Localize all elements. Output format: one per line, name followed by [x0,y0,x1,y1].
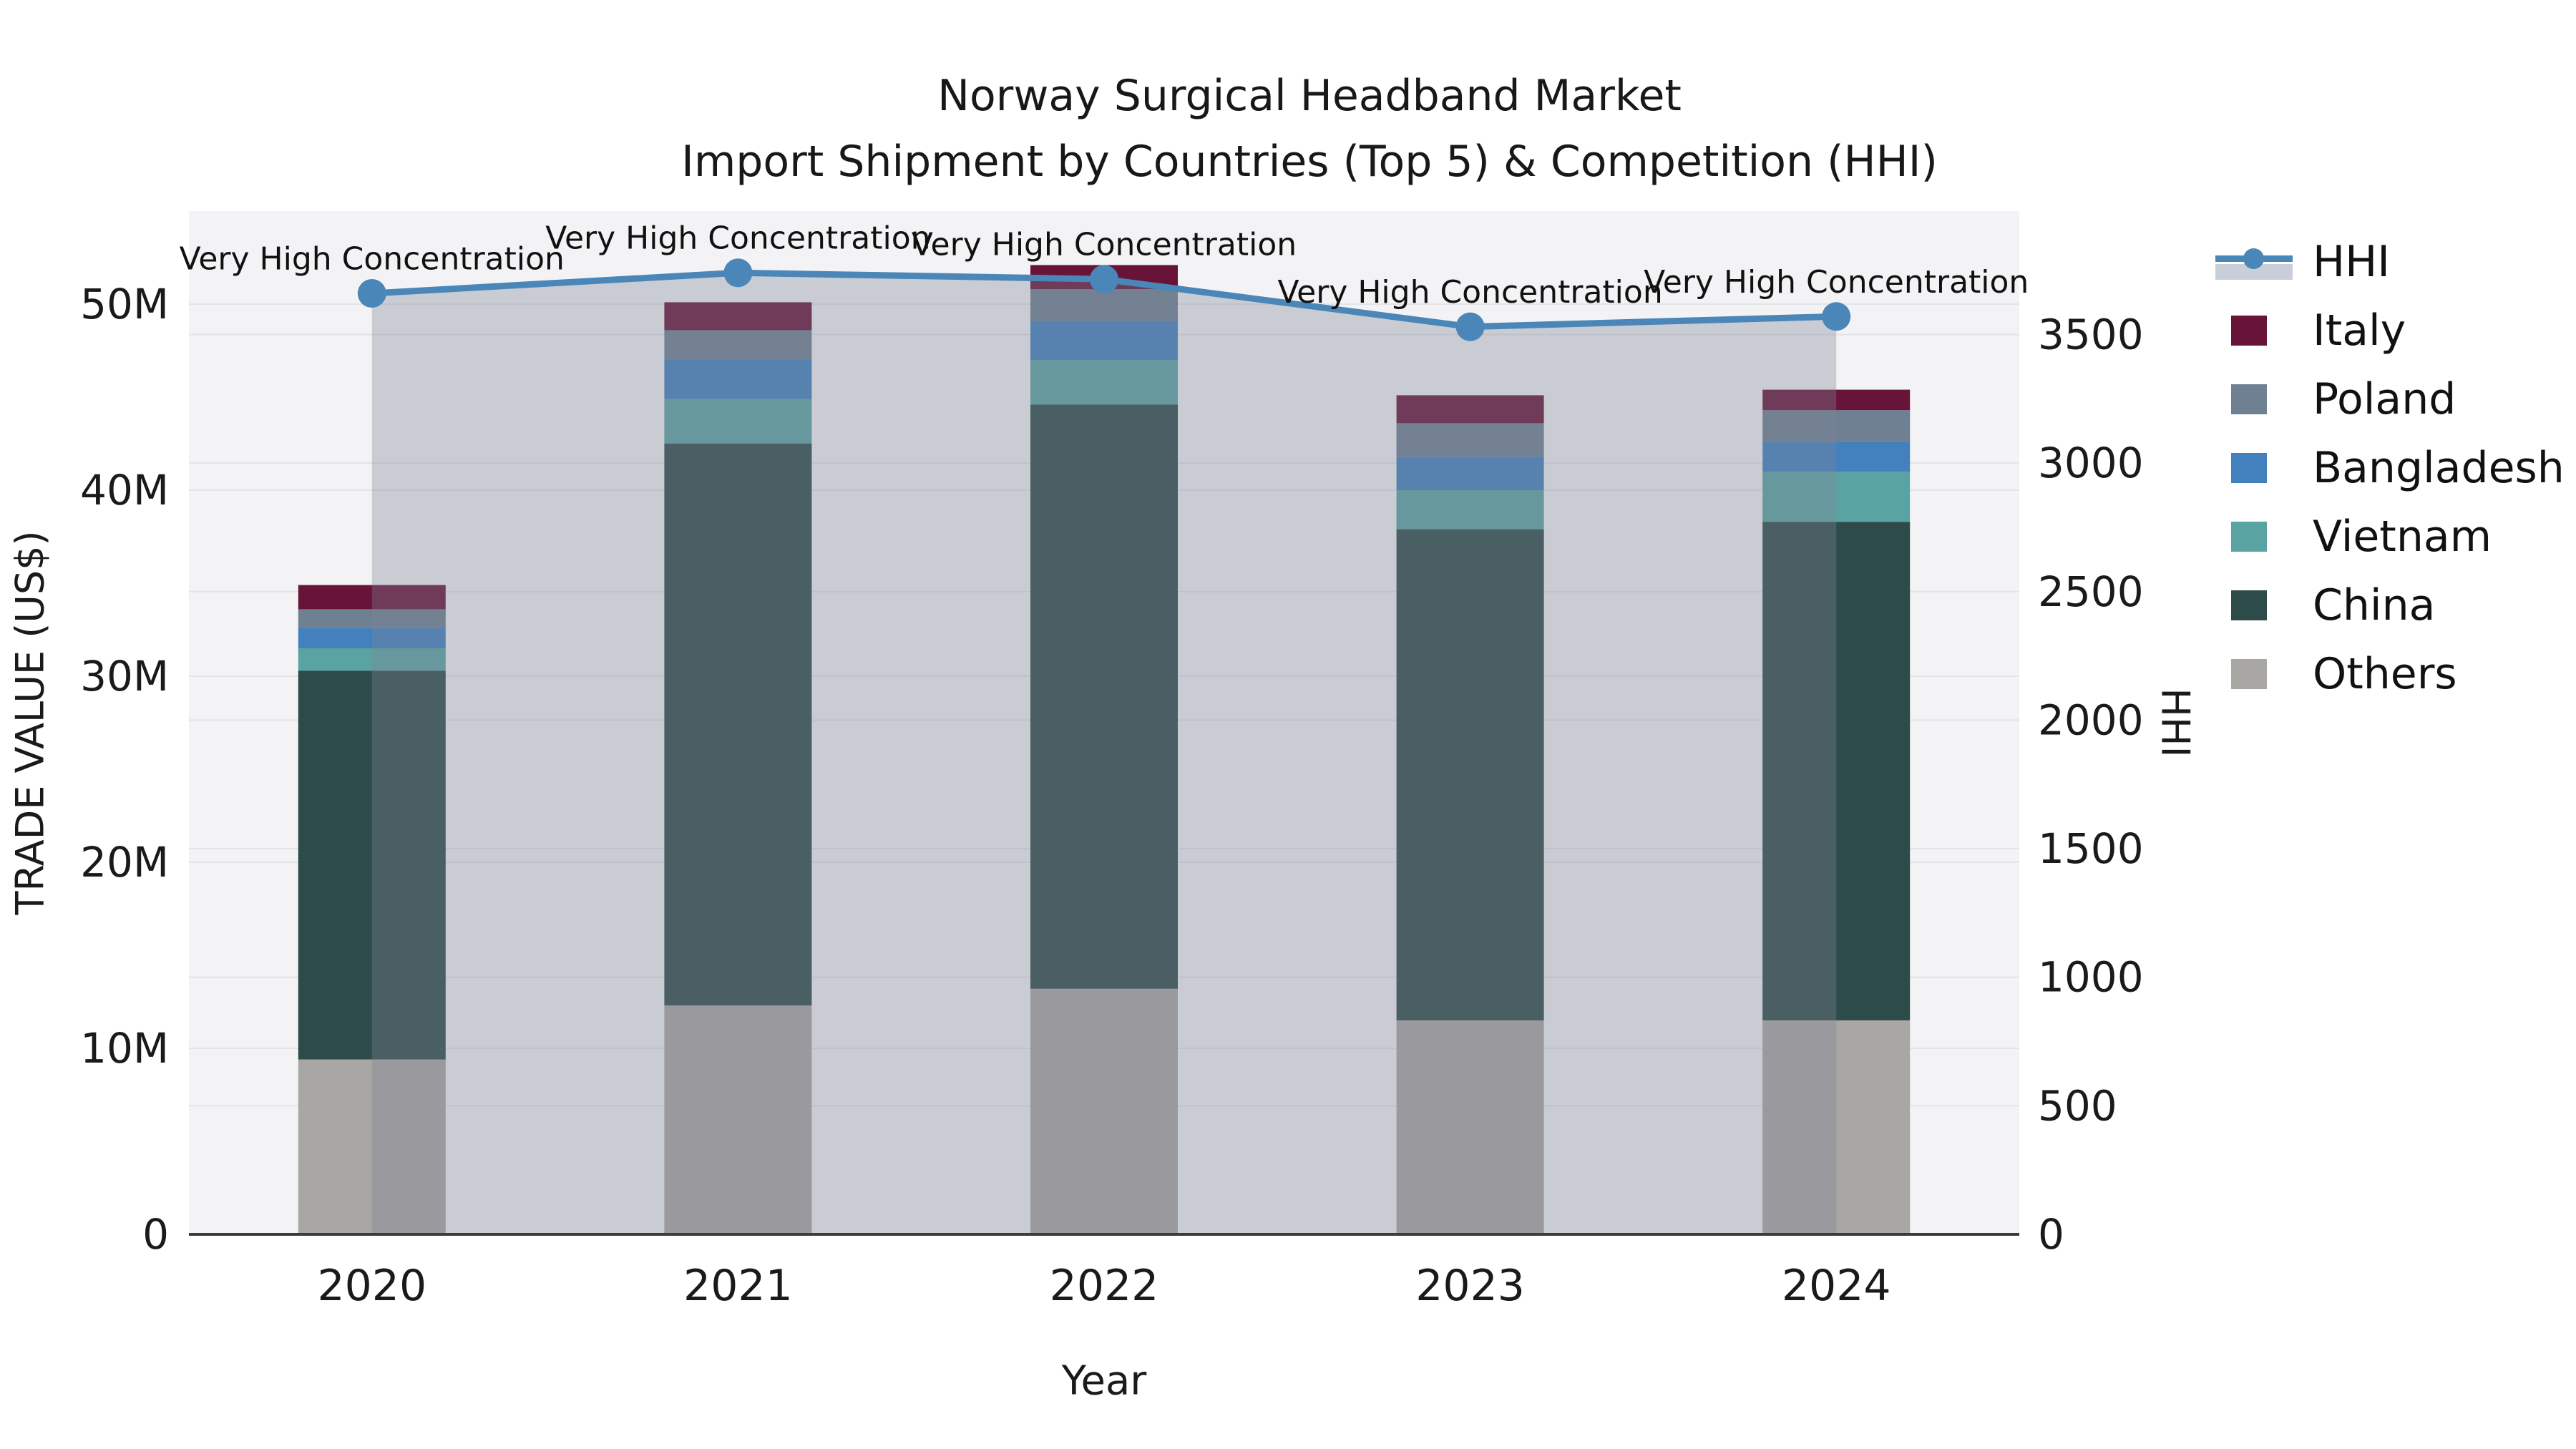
legend-glyph-column [2215,522,2296,552]
hhi-glyph-band [2215,264,2293,280]
x-tick-2022: 2022 [1050,1261,1159,1311]
chart-title-line2: Import Shipment by Countries (Top 5) & C… [681,137,1938,187]
legend-item-vietnam[interactable]: Vietnam [2215,502,2565,571]
bar-segment-italy-2023[interactable] [1396,395,1544,424]
bar-segment-bangladesh-2022[interactable] [1030,321,1178,360]
legend-label-vietnam: Vietnam [2313,512,2492,562]
legend-glyph-column [2215,316,2296,346]
bar-segment-poland-2024[interactable] [1762,410,1911,442]
bar-segment-others-2021[interactable] [664,1005,812,1234]
legend-label-others: Others [2313,649,2457,699]
bar-segment-italy-2024[interactable] [1762,389,1911,411]
bar-segment-bangladesh-2021[interactable] [664,360,812,399]
hhi-point-2024[interactable] [1822,302,1851,331]
bar-segment-italy-2021[interactable] [664,302,812,331]
legend-glyph-column [2215,384,2296,414]
legend-swatch-poland [2231,384,2267,414]
y-right-tick-2500: 2500 [2038,567,2144,616]
y-left-tick-40M: 40M [80,466,169,514]
x-tick-2020: 2020 [317,1261,426,1311]
y-right-tick-2000: 2000 [2038,696,2144,744]
legend-swatch-others [2231,659,2267,689]
legend-label-italy: Italy [2313,306,2406,356]
bar-segment-china-2021[interactable] [664,444,812,1006]
legend-swatch-vietnam [2231,522,2267,552]
bar-segment-vietnam-2022[interactable] [1030,360,1178,405]
legend-label-china: China [2313,580,2436,630]
legend-item-poland[interactable]: Poland [2215,365,2565,434]
x-tick-2021: 2021 [683,1261,793,1311]
bar-segment-bangladesh-2023[interactable] [1396,457,1544,490]
bar-segment-italy-2020[interactable] [298,585,446,610]
bar-segment-poland-2021[interactable] [664,330,812,360]
y-right-tick-1000: 1000 [2038,953,2144,1002]
legend-glyph-column [2215,453,2296,483]
bar-segment-vietnam-2020[interactable] [298,648,446,671]
legend-label-hhi: HHI [2313,237,2390,287]
legend-swatch-italy [2231,316,2267,346]
x-axis-title: Year [1061,1358,1148,1405]
bar-segment-others-2024[interactable] [1762,1020,1911,1234]
legend-label-poland: Poland [2313,374,2457,424]
hhi-annotation-2020: Very High Concentration [180,240,565,277]
legend-glyph-column [2215,242,2296,282]
bar-segment-bangladesh-2024[interactable] [1762,441,1911,472]
legend-label-bangladesh: Bangladesh [2313,443,2565,493]
hhi-line-marker-icon [2215,242,2293,282]
y-left-tick-30M: 30M [80,652,169,701]
hhi-point-2021[interactable] [723,258,753,288]
bar-segment-china-2023[interactable] [1396,529,1544,1020]
legend-item-others[interactable]: Others [2215,640,2565,708]
bar-segment-vietnam-2024[interactable] [1762,472,1911,522]
y-right-tick-500: 500 [2038,1081,2117,1130]
y-left-tick-20M: 20M [80,838,169,887]
x-tick-2024: 2024 [1782,1261,1891,1311]
bar-segment-bangladesh-2020[interactable] [298,628,446,648]
hhi-area-fill [371,273,1837,1234]
y-left-tick-50M: 50M [80,280,169,328]
bar-segment-poland-2022[interactable] [1030,289,1178,321]
y-left-axis-title: TRADE VALUE (US$) [8,530,53,915]
hhi-point-2022[interactable] [1090,265,1118,294]
bar-segment-others-2022[interactable] [1030,988,1178,1234]
legend-glyph-column [2215,590,2296,620]
legend-swatch-china [2231,590,2267,620]
bar-segment-vietnam-2023[interactable] [1396,490,1544,530]
bar-segment-china-2022[interactable] [1030,404,1178,989]
hhi-annotation-2024: Very High Concentration [1644,264,2029,301]
bar-segment-china-2024[interactable] [1762,522,1911,1020]
bar-segment-china-2020[interactable] [298,670,446,1060]
legend-item-bangladesh[interactable]: Bangladesh [2215,434,2565,502]
y-right-axis-title: HHI [2153,688,2198,757]
chart-title: Norway Surgical Headband Market Import S… [681,63,1938,195]
legend-item-hhi[interactable]: HHI [2215,228,2565,296]
legend-item-italy[interactable]: Italy [2215,296,2565,365]
y-left-tick-0: 0 [142,1210,169,1259]
hhi-point-2023[interactable] [1455,312,1485,341]
bar-segment-others-2020[interactable] [298,1059,446,1234]
legend-glyph-column [2215,659,2296,689]
hhi-annotation-2022: Very High Concentration [912,227,1297,263]
y-right-tick-1500: 1500 [2038,824,2144,873]
legend-swatch-bangladesh [2231,453,2267,483]
y-left-tick-10M: 10M [80,1024,169,1073]
bar-segment-vietnam-2021[interactable] [664,399,812,444]
hhi-glyph-dot [2243,248,2264,269]
chart-title-line1: Norway Surgical Headband Market [937,71,1682,121]
legend: HHI Italy Poland Bangladesh Vietnam China Othe… [2215,228,2565,708]
hhi-point-2020[interactable] [357,278,386,308]
x-tick-2023: 2023 [1415,1261,1525,1311]
hhi-annotation-2023: Very High Concentration [1277,274,1662,311]
legend-item-china[interactable]: China [2215,571,2565,640]
hhi-annotation-2021: Very High Concentration [545,220,930,257]
bar-segment-others-2023[interactable] [1396,1020,1544,1234]
y-right-tick-0: 0 [2038,1210,2064,1259]
bar-segment-poland-2023[interactable] [1396,423,1544,457]
y-right-tick-3000: 3000 [2038,439,2144,487]
bar-segment-poland-2020[interactable] [298,609,446,628]
y-right-tick-3500: 3500 [2038,310,2144,358]
